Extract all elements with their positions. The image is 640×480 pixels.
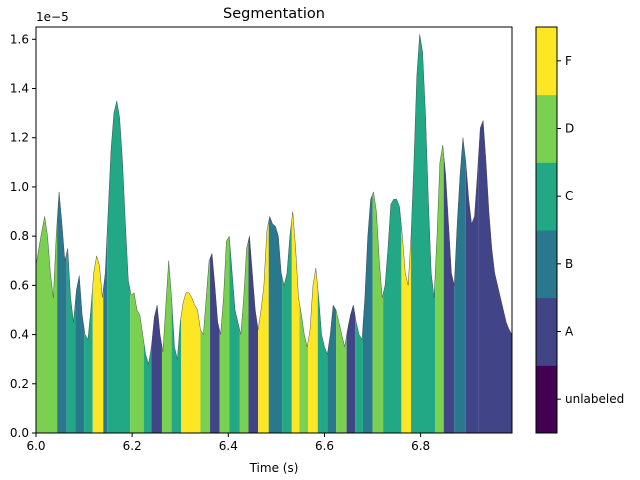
segment-C-33 <box>383 199 402 433</box>
plot-area <box>35 26 513 434</box>
segment-C-7 <box>107 100 131 433</box>
segment-A-29 <box>346 305 356 433</box>
segment-F-20 <box>258 221 269 433</box>
segment-A-15 <box>210 253 220 433</box>
colorbar-swatch-F <box>536 27 557 96</box>
colorbar-label-F: F <box>565 54 572 68</box>
segment-C-4 <box>84 285 93 433</box>
segment-A-19 <box>248 236 259 433</box>
x-tick-label: 6.0 <box>26 439 45 453</box>
x-tick-label: 6.4 <box>219 439 238 453</box>
segment-D-36 <box>435 145 444 434</box>
y-tick-label: 1.2 <box>10 131 29 145</box>
y-tick-label: 0.6 <box>10 278 29 292</box>
x-axis: 6.0 6.2 6.4 6.6 6.8 <box>26 433 430 453</box>
colorbar-swatch-D <box>536 94 557 163</box>
segment-A-40 <box>478 120 512 433</box>
segment-D-24 <box>299 303 309 433</box>
segment-B-31 <box>362 194 373 433</box>
colorbar: unlabeled A B C D F <box>535 26 624 434</box>
segment-C-9 <box>143 341 152 433</box>
segment-F-13 <box>181 292 201 433</box>
envelope-outline <box>35 34 513 365</box>
segments-layer <box>36 34 512 434</box>
x-tick-label: 6.6 <box>315 439 334 453</box>
segment-C-35 <box>411 34 436 433</box>
segment-D-0 <box>36 216 58 433</box>
segment-B-3 <box>75 275 85 433</box>
segment-B-38 <box>454 137 466 434</box>
x-tick-label: 6.8 <box>411 439 430 453</box>
y-axis: 0.0 0.2 0.4 0.6 0.8 1.0 1.2 1.4 1.6 <box>10 32 36 440</box>
segment-C-22 <box>282 219 292 433</box>
x-tick-label: 6.2 <box>123 439 142 453</box>
segment-F-34 <box>401 226 412 433</box>
segment-F-5 <box>92 255 104 433</box>
colorbar-frame <box>535 26 558 434</box>
segment-D-14 <box>200 258 211 433</box>
segment-D-8 <box>130 290 144 433</box>
y-tick-label: 0.8 <box>10 229 29 243</box>
y-scale-label: 1e−5 <box>36 10 69 24</box>
segment-F-25 <box>308 268 318 433</box>
colorbar-swatch-A <box>536 297 557 366</box>
chart-title: Segmentation <box>223 6 325 22</box>
segment-D-18 <box>239 240 249 433</box>
y-tick-label: 0.4 <box>10 328 29 342</box>
colorbar-label-C: C <box>565 189 573 203</box>
segment-C-2 <box>66 248 76 433</box>
segment-D-28 <box>336 309 347 433</box>
colorbar-label-unlabeled: unlabeled <box>565 392 624 406</box>
segment-A-39 <box>465 159 479 434</box>
colorbar-swatch-C <box>536 162 557 231</box>
segment-B-6 <box>103 232 108 433</box>
y-tick-label: 1.0 <box>10 180 29 194</box>
segment-A-10 <box>151 305 162 433</box>
colorbar-label-D: D <box>565 122 574 136</box>
plot-frame <box>35 26 513 434</box>
colorbar-swatch-B <box>536 230 557 299</box>
segment-A-37 <box>443 154 455 433</box>
segment-B-21 <box>268 216 283 433</box>
segment-D-32 <box>372 191 384 433</box>
colorbar-label-A: A <box>565 325 574 339</box>
colorbar-swatch-unlabeled <box>536 365 557 434</box>
y-tick-label: 1.4 <box>10 82 29 96</box>
segment-C-30 <box>355 316 363 433</box>
segment-F-23 <box>291 211 300 433</box>
segment-C-26 <box>317 287 328 433</box>
y-tick-label: 0.0 <box>10 426 29 440</box>
segment-D-16 <box>219 236 230 433</box>
segment-C-12 <box>171 297 182 433</box>
y-tick-label: 0.2 <box>10 377 29 391</box>
segment-C-17 <box>229 236 240 433</box>
segment-B-1 <box>57 191 67 433</box>
x-axis-label: Time (s) <box>249 461 299 475</box>
segment-B-27 <box>327 305 337 433</box>
colorbar-label-B: B <box>565 257 573 271</box>
y-tick-label: 1.6 <box>10 32 29 46</box>
segment-D-11 <box>161 260 172 433</box>
